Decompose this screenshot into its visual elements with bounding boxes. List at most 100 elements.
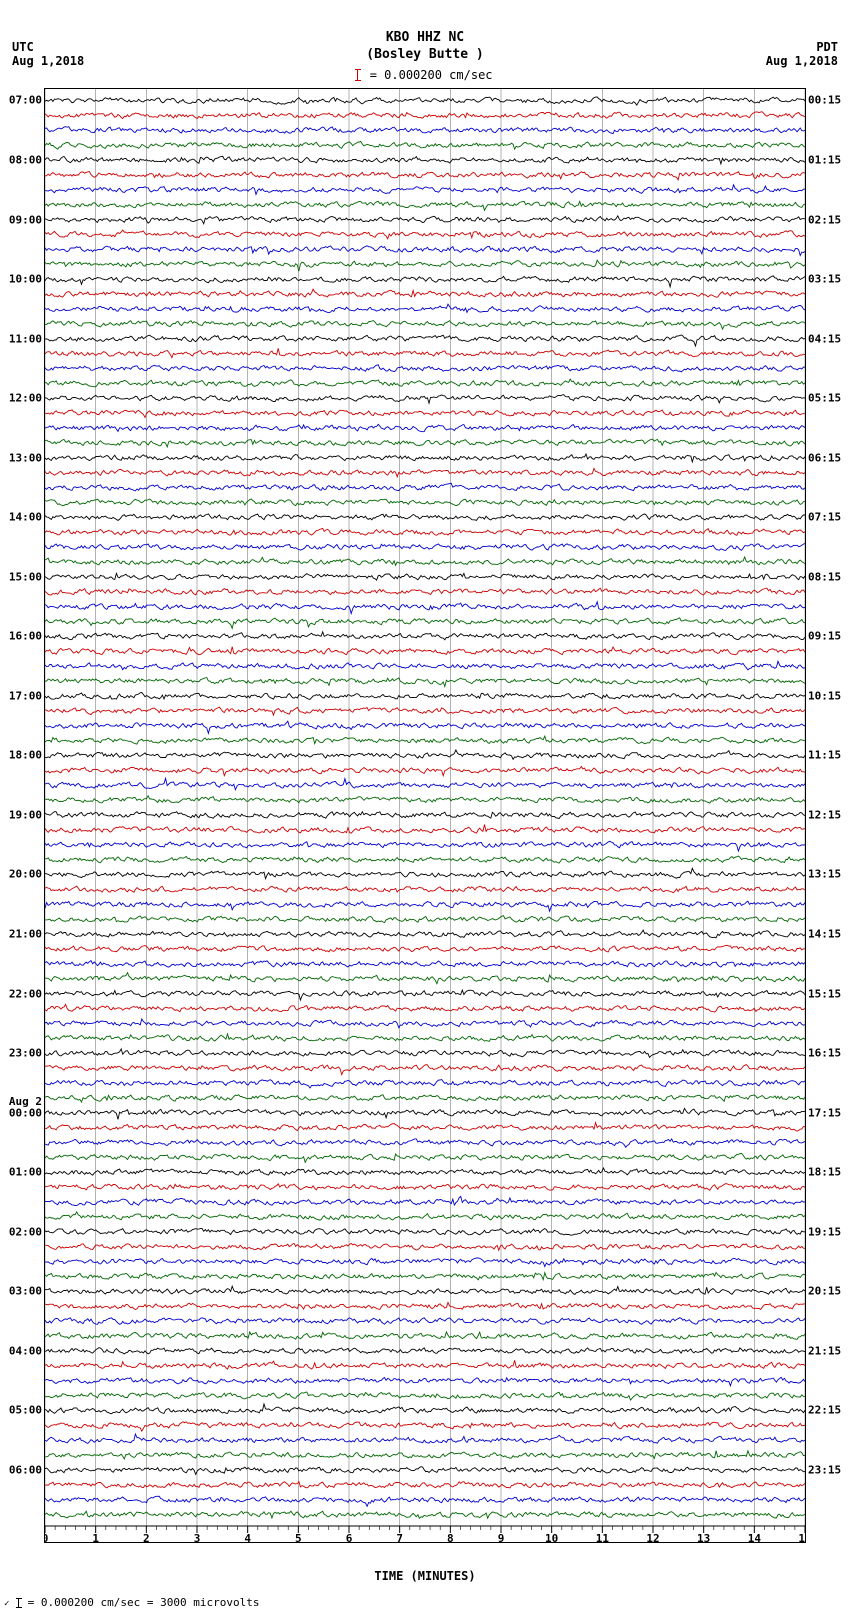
trace-line: [45, 1034, 805, 1042]
pdt-hour-label: 03:15: [808, 273, 841, 286]
trace-line: [45, 410, 805, 418]
utc-hour-label: 18:00: [9, 749, 42, 762]
trace-line: [45, 454, 805, 462]
trace-line: [45, 276, 805, 287]
trace-line: [45, 1019, 805, 1028]
trace-line: [45, 321, 805, 330]
svg-text:14: 14: [748, 1532, 762, 1542]
trace-line: [45, 602, 805, 614]
utc-hour-label: 02:00: [9, 1225, 42, 1238]
trace-line: [45, 1496, 805, 1506]
footer-scale-text: = 0.000200 cm/sec = 3000 microvolts: [28, 1596, 260, 1609]
right-timezone-block: PDT Aug 1,2018: [766, 40, 838, 68]
trace-line: [45, 156, 805, 164]
header-scale-legend: = 0.000200 cm/sec: [0, 68, 850, 82]
trace-line: [45, 365, 805, 372]
trace-line: [45, 201, 805, 210]
trace-line: [45, 1511, 805, 1518]
pdt-hour-label: 07:15: [808, 511, 841, 524]
pdt-hour-label: 15:15: [808, 987, 841, 1000]
trace-line: [45, 1184, 805, 1191]
left-timezone-block: UTC Aug 1,2018: [12, 40, 84, 68]
trace-line: [45, 97, 805, 105]
svg-text:8: 8: [447, 1532, 454, 1542]
seismogram-svg: 0123456789101112131415: [45, 89, 805, 1542]
utc-hour-label: 08:00: [9, 153, 42, 166]
trace-line: [45, 172, 805, 180]
trace-line: [45, 1258, 805, 1267]
svg-text:7: 7: [396, 1532, 403, 1542]
trace-line: [45, 1404, 805, 1414]
trace-line: [45, 483, 805, 491]
trace-line: [45, 1434, 805, 1443]
trace-line: [45, 141, 805, 149]
trace-line: [45, 1228, 805, 1235]
trace-line: [45, 216, 805, 224]
trace-line: [45, 588, 805, 595]
utc-hour-label: 01:00: [9, 1166, 42, 1179]
trace-line: [45, 514, 805, 521]
header: KBO HHZ NC (Bosley Butte ) = 0.000200 cm…: [0, 0, 850, 82]
xaxis-label: TIME (MINUTES): [0, 1569, 850, 1583]
trace-line: [45, 618, 805, 629]
svg-text:2: 2: [143, 1532, 150, 1542]
right-tz-label: PDT: [766, 40, 838, 54]
pdt-hour-label: 22:15: [808, 1404, 841, 1417]
plot-area: 012345678910111213141507:0000:1508:0001:…: [44, 88, 806, 1543]
trace-line: [45, 1303, 805, 1310]
trace-line: [45, 868, 805, 878]
trace-line: [45, 1377, 805, 1385]
trace-line: [45, 544, 805, 551]
utc-hour-label: 15:00: [9, 570, 42, 583]
trace-line: [45, 1123, 805, 1132]
trace-line: [45, 678, 805, 687]
svg-text:15: 15: [798, 1532, 805, 1542]
right-tz-date: Aug 1,2018: [766, 54, 838, 68]
utc-hour-label: 19:00: [9, 808, 42, 821]
trace-line: [45, 112, 805, 119]
station-name: (Bosley Butte ): [0, 47, 850, 64]
scale-text: = 0.000200 cm/sec: [370, 68, 493, 82]
trace-line: [45, 1080, 805, 1089]
trace-line: [45, 886, 805, 893]
svg-text:9: 9: [498, 1532, 505, 1542]
trace-line: [45, 1318, 805, 1325]
station-code: KBO HHZ NC: [0, 30, 850, 47]
pdt-hour-label: 00:15: [808, 94, 841, 107]
pdt-hour-label: 09:15: [808, 630, 841, 643]
pdt-hour-label: 10:15: [808, 689, 841, 702]
trace-line: [45, 1332, 805, 1339]
utc-hour-label: 13:00: [9, 451, 42, 464]
trace-line: [45, 1273, 805, 1280]
trace-line: [45, 1049, 805, 1057]
trace-line: [45, 439, 805, 447]
pdt-hour-label: 04:15: [808, 332, 841, 345]
trace-line: [45, 1065, 805, 1075]
pdt-hour-label: 20:15: [808, 1285, 841, 1298]
utc-hour-label: 04:00: [9, 1344, 42, 1357]
trace-line: [45, 1422, 805, 1431]
utc-hour-label: 11:00: [9, 332, 42, 345]
svg-text:11: 11: [596, 1532, 610, 1542]
trace-line: [45, 127, 805, 134]
trace-line: [45, 528, 805, 535]
pdt-hour-label: 11:15: [808, 749, 841, 762]
pdt-hour-label: 02:15: [808, 213, 841, 226]
utc-hour-label: 05:00: [9, 1404, 42, 1417]
trace-line: [45, 961, 805, 967]
pdt-hour-label: 13:15: [808, 868, 841, 881]
utc-hour-label: 07:00: [9, 94, 42, 107]
pdt-hour-label: 08:15: [808, 570, 841, 583]
utc-hour-label: 21:00: [9, 928, 42, 941]
scale-bar-icon: [357, 69, 358, 81]
svg-text:3: 3: [194, 1532, 201, 1542]
pdt-hour-label: 05:15: [808, 392, 841, 405]
pdt-hour-label: 17:15: [808, 1106, 841, 1119]
trace-line: [45, 916, 805, 923]
trace-line: [45, 930, 805, 938]
trace-line: [45, 766, 805, 775]
trace-line: [45, 721, 805, 733]
trace-line: [45, 348, 805, 357]
trace-line: [45, 289, 805, 297]
trace-line: [45, 990, 805, 1000]
